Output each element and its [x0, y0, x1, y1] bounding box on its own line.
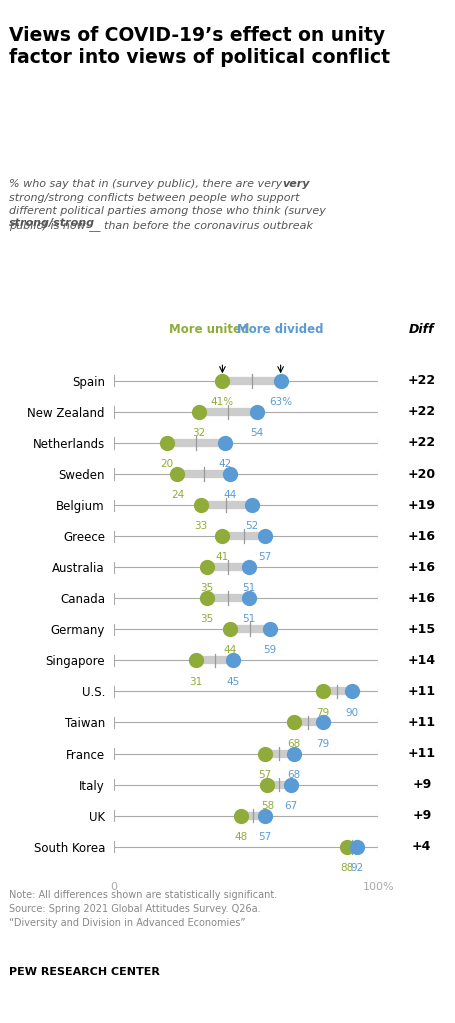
Text: +9: +9	[411, 779, 430, 791]
Text: 35: 35	[199, 583, 213, 593]
Text: 51: 51	[242, 615, 255, 624]
Text: 44: 44	[223, 490, 237, 500]
Text: 41%: 41%	[210, 397, 233, 407]
Text: +22: +22	[407, 405, 435, 418]
Text: strong/strong: strong/strong	[9, 218, 95, 228]
Text: 24: 24	[171, 490, 184, 500]
Text: 54: 54	[250, 428, 263, 438]
Text: 35: 35	[199, 615, 213, 624]
Text: +11: +11	[407, 747, 435, 760]
Text: % who say that in (survey public), there are very
strong/strong conflicts betwee: % who say that in (survey public), there…	[9, 179, 325, 231]
Text: More united: More united	[169, 323, 249, 337]
Text: +4: +4	[411, 840, 430, 853]
Text: +16: +16	[407, 591, 435, 605]
Text: 33: 33	[194, 522, 207, 531]
Text: 90: 90	[345, 708, 358, 717]
Text: Diff: Diff	[408, 323, 434, 337]
Text: 44: 44	[223, 646, 237, 656]
Text: Note: All differences shown are statistically significant.
Source: Spring 2021 G: Note: All differences shown are statisti…	[9, 890, 277, 928]
Text: 32: 32	[192, 428, 205, 438]
Text: 63%: 63%	[268, 397, 292, 407]
Text: Views of COVID-19’s effect on unity
factor into views of political conflict: Views of COVID-19’s effect on unity fact…	[9, 26, 389, 68]
Text: 68: 68	[287, 739, 300, 749]
Text: More divided: More divided	[237, 323, 323, 337]
Text: 79: 79	[316, 708, 329, 717]
Text: +19: +19	[407, 498, 435, 512]
Text: 58: 58	[260, 801, 273, 811]
Text: +14: +14	[407, 654, 435, 667]
Text: 67: 67	[284, 801, 297, 811]
Text: 20: 20	[160, 459, 173, 470]
Text: +16: +16	[407, 530, 435, 542]
Text: 31: 31	[189, 676, 202, 686]
Text: 45: 45	[226, 676, 239, 686]
Text: +11: +11	[407, 716, 435, 729]
Text: +22: +22	[407, 374, 435, 388]
Text: PEW RESEARCH CENTER: PEW RESEARCH CENTER	[9, 967, 160, 977]
Text: very: very	[281, 179, 308, 189]
Text: 88: 88	[339, 862, 353, 873]
Text: +22: +22	[407, 437, 435, 449]
Text: 57: 57	[258, 769, 271, 780]
Text: 52: 52	[244, 522, 258, 531]
Text: 68: 68	[287, 769, 300, 780]
Text: +9: +9	[411, 809, 430, 822]
Text: +20: +20	[407, 468, 435, 481]
Text: 42: 42	[218, 459, 231, 470]
Text: 48: 48	[234, 832, 247, 842]
Text: 59: 59	[263, 646, 276, 656]
Text: +15: +15	[407, 623, 435, 636]
Text: +16: +16	[407, 561, 435, 574]
Text: 41: 41	[215, 552, 228, 563]
Text: 57: 57	[258, 832, 271, 842]
Text: 92: 92	[350, 862, 363, 873]
Text: 51: 51	[242, 583, 255, 593]
Text: +11: +11	[407, 685, 435, 698]
Text: 79: 79	[316, 739, 329, 749]
Text: 57: 57	[258, 552, 271, 563]
